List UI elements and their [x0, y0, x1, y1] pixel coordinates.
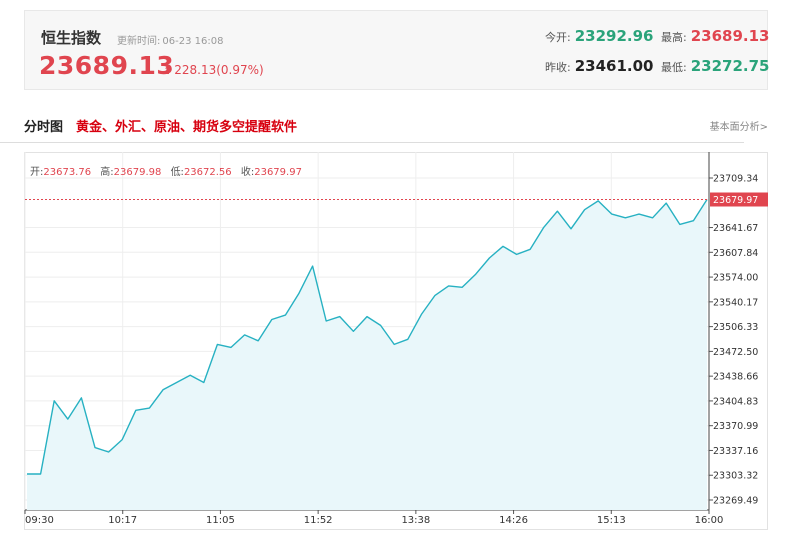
y-tick-label: 23540.17	[713, 297, 758, 308]
y-tick-label: 23607.84	[713, 248, 758, 259]
x-tick-label: 11:52	[304, 515, 333, 526]
stat-low-label: 最低:	[660, 61, 687, 74]
y-tick-label: 23574.00	[713, 273, 758, 284]
ohlc-low-value: 23672.56	[183, 167, 232, 178]
ohlc-high-value: 23679.98	[113, 167, 162, 178]
x-tick-label: 14:26	[499, 515, 528, 526]
y-tick-label: 23404.83	[713, 396, 758, 407]
price-line	[27, 199, 708, 475]
price-change: ⬆ 228.13(0.97%)	[163, 63, 264, 77]
ohlc-low-label: 低:	[170, 167, 184, 178]
tab-divider	[0, 142, 744, 143]
x-tick-label: 15:13	[597, 515, 626, 526]
y-tick-label: 23438.66	[713, 372, 758, 383]
last-price-tag-label: 23679.97	[713, 195, 758, 206]
y-tick-label: 23506.33	[713, 322, 758, 333]
stat-prev-close-label: 昨收:	[545, 61, 571, 74]
price-change-value: 228.13(0.97%)	[174, 63, 264, 77]
x-tick-label: 13:38	[401, 515, 430, 526]
update-time: 更新时间: 06-23 16:08	[117, 32, 225, 47]
update-time-value: 06-23 16:08	[162, 36, 224, 47]
y-tick-label: 23370.99	[713, 421, 758, 432]
y-tick-label: 23472.50	[713, 347, 758, 358]
promo-link[interactable]: 黄金、外汇、原油、期货多空提醒软件	[76, 120, 298, 135]
stat-low-value: 23272.75	[690, 57, 770, 75]
last-price-tag	[710, 192, 768, 207]
update-time-label: 更新时间:	[117, 36, 161, 47]
fundamental-analysis-link[interactable]: 基本面分析>	[709, 122, 768, 133]
stat-open: 今开: 23292.96 最高: 23689.13	[545, 27, 773, 45]
price-area	[27, 199, 707, 510]
index-name: 恒生指数	[41, 29, 102, 47]
y-tick-label: 23337.16	[713, 446, 758, 457]
stat-high-label: 最高:	[660, 31, 687, 44]
stat-prev-close-value: 23461.00	[574, 57, 654, 75]
tab-intraday[interactable]: 分时图	[24, 120, 64, 135]
last-price: 23689.13	[39, 51, 175, 80]
x-tick-label: 11:05	[206, 515, 235, 526]
stat-open-value: 23292.96	[574, 27, 654, 45]
x-tick-label: 16:00	[695, 515, 724, 526]
x-tick-label: 09:30	[25, 515, 54, 526]
quote-header: 恒生指数 更新时间: 06-23 16:08 23689.13 ⬆ 228.13(0…	[24, 10, 769, 90]
ohlc-open-value: 23673.76	[43, 167, 92, 178]
stat-prev-close: 昨收: 23461.00 最低: 23272.75	[545, 57, 773, 75]
ohlc-close-label: 收:	[240, 167, 255, 178]
up-arrow-icon: ⬆	[163, 64, 173, 77]
y-tick-label: 23269.49	[713, 496, 758, 507]
ohlc-open-label: 开:	[30, 167, 44, 178]
y-tick-label: 23303.32	[713, 471, 758, 482]
y-tick-label: 23641.67	[713, 223, 758, 234]
chart-tabbar: 分时图 黄金、外汇、原油、期货多空提醒软件 基本面分析>	[24, 110, 768, 140]
y-tick-label: 23709.34	[713, 174, 758, 185]
stat-open-label: 今开:	[545, 31, 571, 44]
ohlc-high-label: 高:	[100, 167, 114, 178]
x-tick-label: 10:17	[108, 515, 137, 526]
ohlc-readout: 开:23673.76 高:23679.98 低:23672.56 收:23679…	[30, 163, 308, 178]
ohlc-close-value: 23679.97	[254, 167, 302, 178]
stat-high-value: 23689.13	[690, 27, 770, 45]
